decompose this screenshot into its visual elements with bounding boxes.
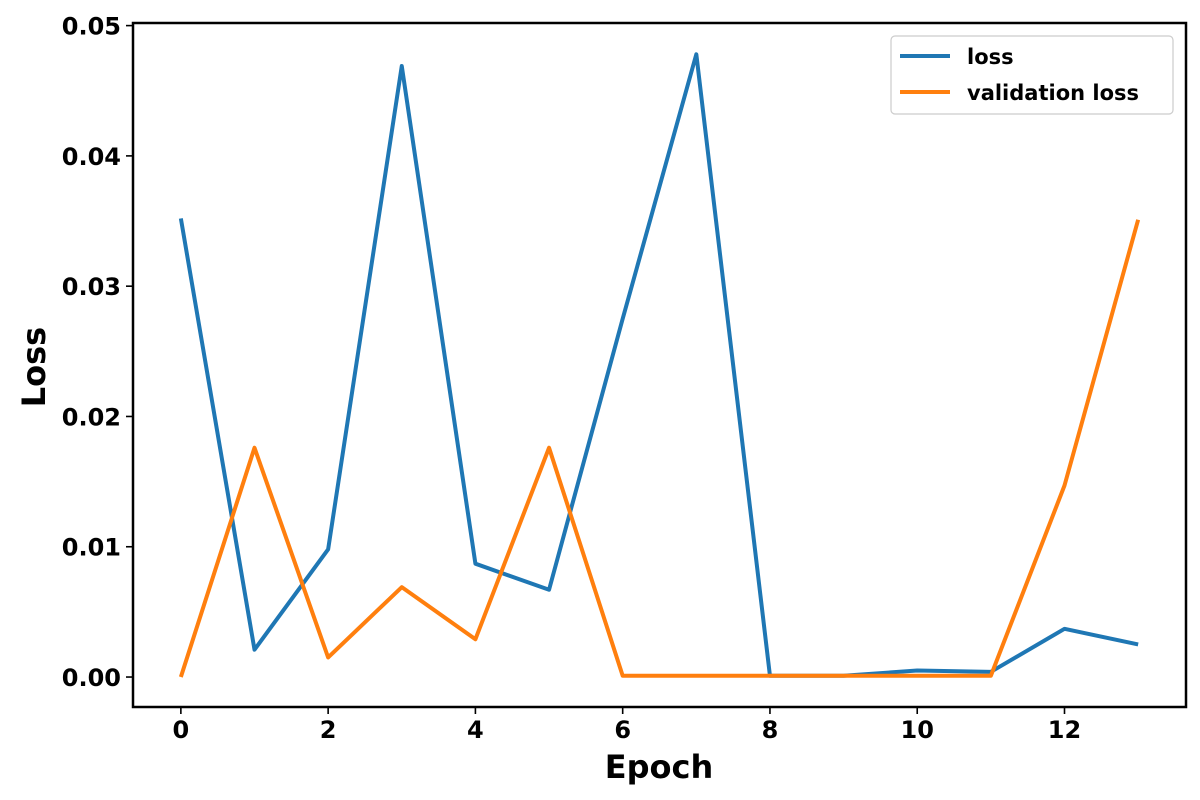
x-tick-label: 8 [762,716,779,744]
x-tick-label: 0 [173,716,190,744]
legend: loss validation loss [890,35,1174,115]
series-line-validation-loss [178,219,1141,678]
x-tick-label: 2 [320,716,337,744]
axes-frame [131,21,1188,709]
legend-box [890,35,1174,115]
x-tick-label: 10 [901,716,934,744]
x-tick-label: 6 [614,716,631,744]
series-line-loss [178,52,1139,678]
y-tick-label: 0.05 [62,13,121,41]
y-tick-label: 0.01 [62,534,121,562]
series-layer [178,52,1141,678]
y-tick-label: 0.03 [62,273,121,301]
x-tick-label: 4 [467,716,484,744]
x-axis-ticks: 0 2 4 6 8 10 12 [173,707,1081,744]
y-axis-title: Loss [15,327,53,407]
legend-label: validation loss [967,81,1139,105]
y-axis-ticks: 0.00 0.01 0.02 0.03 0.04 0.05 [62,13,133,692]
x-tick-label: 12 [1048,716,1081,744]
x-axis-title: Epoch [605,748,714,786]
legend-label: loss [967,45,1014,69]
y-tick-label: 0.00 [62,664,121,692]
y-tick-label: 0.04 [62,143,121,171]
y-tick-label: 0.02 [62,403,121,431]
